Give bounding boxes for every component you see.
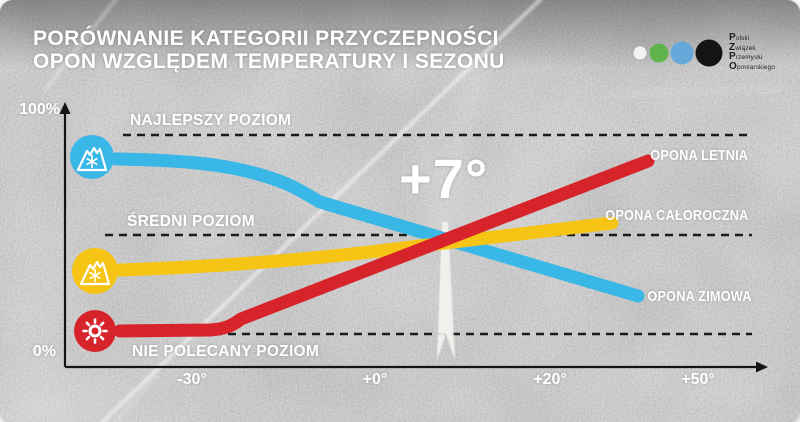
x-tick--30: -30°	[177, 371, 207, 388]
pzpo-logo-dots	[632, 39, 723, 67]
title-line-2: OPON WZGLĘDEM TEMPERATURY I SEZONU	[33, 50, 505, 73]
title-line-1: PORÓWNANIE KATEGORII PRZYCZEPNOŚCI	[33, 27, 499, 50]
series-label-winter: OPONA ZIMOWA	[647, 288, 752, 305]
y-axis-max-label: 100%	[19, 101, 60, 118]
x-axis	[65, 361, 768, 373]
pzpo-logo: Polski Związek Przemysłu Oponiarskiego	[628, 32, 776, 72]
x-tick-20: +20°	[533, 371, 567, 388]
logo-dot-white	[632, 45, 648, 61]
sun-icon	[82, 318, 108, 344]
x-tick-0: +0°	[362, 371, 388, 388]
crossover-marker	[437, 222, 455, 360]
level-label-best: NAJLEPSZY POZIOM	[130, 112, 292, 129]
series-label-all-season: OPONA CAŁOROCZNA	[604, 207, 748, 224]
all-season-tire-icon	[72, 248, 118, 294]
logo-text-line: Przemysłu	[729, 51, 763, 63]
summer-tire-line	[113, 154, 655, 338]
page-title: PORÓWNANIE KATEGORII PRZYCZEPNOŚCI OPON …	[33, 27, 505, 73]
logo-dot-black	[695, 39, 723, 67]
winter-tire-icon	[70, 135, 114, 179]
summer-tire-icon	[74, 310, 116, 352]
series-label-summer: OPONA LETNIA	[650, 147, 748, 164]
logo-dot-blue	[670, 41, 694, 65]
logo-dot-green	[649, 43, 669, 63]
level-label-not-recommended: NIE POLECANY POZIOM	[132, 343, 320, 360]
logo-text-line: Oponiarskiego	[729, 60, 776, 72]
y-axis-min-label: 0%	[32, 343, 56, 360]
winter-tire-line	[109, 152, 645, 303]
y-axis	[59, 102, 71, 367]
level-label-medium: ŚREDNI POZIOM	[127, 213, 255, 230]
logo-text-line: Związek	[729, 41, 756, 53]
logo-text-line: Polski	[729, 32, 750, 43]
all-season-tire-line	[113, 216, 619, 277]
crossover-annotation: +7°	[399, 147, 489, 210]
x-tick-50: +50°	[681, 371, 715, 388]
pzpo-logo-text: Polski Związek Przemysłu Oponiarskiego	[729, 32, 776, 72]
